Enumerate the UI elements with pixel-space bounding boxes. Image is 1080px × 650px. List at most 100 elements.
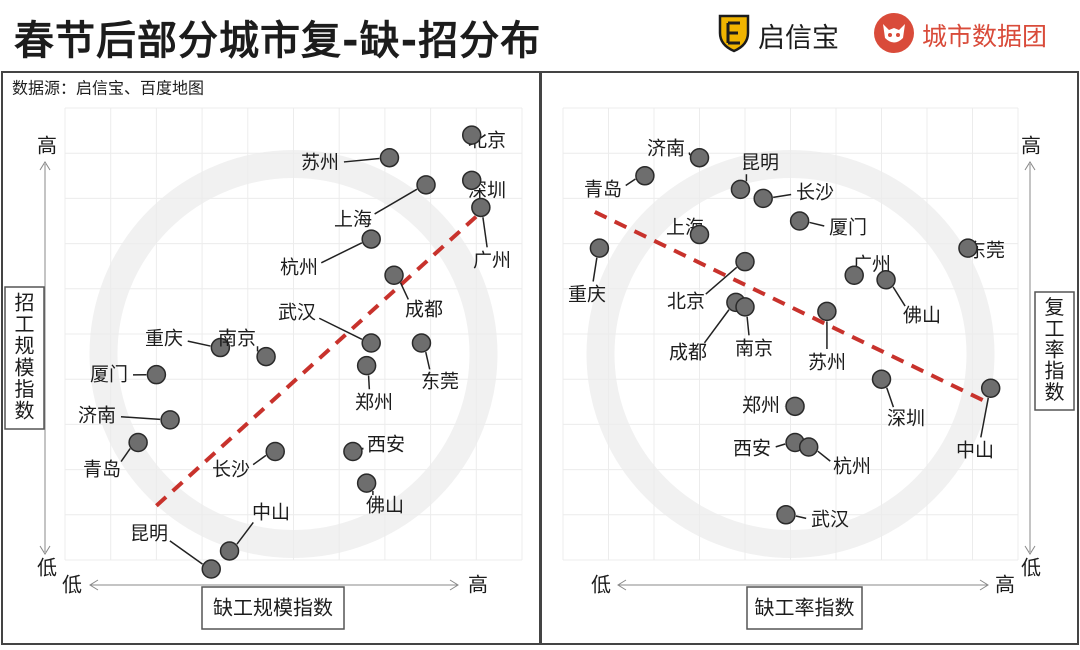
point-label: 青岛 [584, 179, 622, 201]
point-label: 长沙 [796, 182, 834, 204]
brand-chengshishujutuan-name: 城市数据团 [922, 17, 1047, 53]
data-point [385, 266, 403, 284]
leader-line [626, 179, 636, 185]
leader-line [887, 388, 894, 407]
data-point [845, 266, 863, 284]
leader-line [809, 222, 824, 226]
data-point [791, 212, 809, 230]
data-point [417, 176, 435, 194]
data-point [590, 239, 608, 257]
leader-line [170, 541, 203, 564]
y-axis-title-char: 招 [15, 290, 35, 314]
data-point [463, 171, 481, 189]
x-axis-high-label: 高 [995, 573, 1015, 597]
data-point [873, 370, 891, 388]
point-label: 成都 [669, 342, 707, 364]
y-axis-title-char: 指 [15, 377, 35, 401]
point-label: 成都 [405, 299, 443, 321]
data-point [463, 126, 481, 144]
point-label: 武汉 [278, 302, 316, 324]
y-axis-high-label: 高 [1021, 134, 1041, 158]
point-label: 昆明 [130, 523, 168, 545]
charts-svg: 高低低高招工规模指数缺工规模指数北京苏州深圳上海广州杭州成都武汉东莞郑州重庆南京… [0, 70, 1080, 646]
point-label: 东莞 [421, 371, 459, 393]
data-point [412, 334, 430, 352]
point-label: 苏州 [301, 152, 339, 174]
data-point [344, 443, 362, 461]
data-point [147, 366, 165, 384]
data-point [877, 271, 895, 289]
data-point [777, 506, 795, 524]
x-axis-low-label: 低 [591, 573, 611, 597]
data-point [362, 334, 380, 352]
page-title: 春节后部分城市复-缺-招分布 [14, 8, 541, 66]
data-point [358, 474, 376, 492]
leader-line [773, 194, 791, 197]
leader-line [188, 341, 211, 346]
point-label: 佛山 [366, 495, 404, 517]
data-source-note: 数据源：启信宝、百度地图 [12, 79, 204, 98]
leader-line [369, 375, 370, 389]
brand-qixinbao: 启信宝 [716, 14, 839, 56]
leader-line [483, 217, 487, 247]
y-axis-title-char: 模 [15, 355, 35, 379]
point-label: 苏州 [808, 352, 846, 374]
chart-area: 高低低高招工规模指数缺工规模指数北京苏州深圳上海广州杭州成都武汉东莞郑州重庆南京… [0, 70, 1080, 646]
brand-chengshishujutuan: 城市数据团 [872, 14, 1047, 56]
leader-line [796, 516, 806, 518]
data-point [691, 149, 709, 167]
data-point [161, 411, 179, 429]
point-label: 佛山 [903, 305, 941, 327]
data-point [358, 357, 376, 375]
data-point [221, 542, 239, 560]
data-point [129, 433, 147, 451]
data-point [362, 230, 380, 248]
point-label: 西安 [733, 438, 771, 460]
data-point [472, 198, 490, 216]
point-label: 青岛 [83, 459, 121, 481]
point-label: 杭州 [280, 257, 318, 279]
point-label: 中山 [252, 502, 290, 524]
x-axis-high-label: 高 [468, 573, 488, 597]
point-label: 昆明 [741, 152, 779, 174]
data-point [786, 397, 804, 415]
point-label: 郑州 [355, 392, 393, 414]
point-label: 重庆 [568, 284, 606, 306]
x-axis-low-label: 低 [62, 573, 82, 597]
leader-line [893, 287, 905, 306]
y-axis-title-char: 工 [15, 312, 35, 336]
leader-line [253, 455, 266, 464]
y-axis-low-label: 低 [37, 556, 57, 580]
point-label: 中山 [956, 440, 994, 462]
y-axis-high-label: 高 [37, 134, 57, 158]
data-point [818, 302, 836, 320]
data-point [266, 443, 284, 461]
point-label: 长沙 [212, 459, 250, 481]
point-label: 厦门 [90, 364, 128, 386]
point-label: 武汉 [811, 509, 849, 531]
x-axis-title: 缺工率指数 [755, 596, 855, 620]
fox-logo-icon [872, 11, 916, 59]
leader-line [747, 317, 749, 336]
point-label: 郑州 [742, 395, 780, 417]
data-point [736, 298, 754, 316]
data-point [959, 239, 977, 257]
leader-line [776, 444, 785, 447]
data-point [736, 253, 754, 271]
leader-line [401, 283, 409, 300]
data-point [380, 149, 398, 167]
point-label: 广州 [473, 250, 511, 272]
data-point [202, 560, 220, 578]
point-label: 北京 [667, 291, 705, 313]
leader-line [426, 352, 430, 369]
leader-line [593, 258, 597, 282]
leader-line [689, 153, 690, 156]
shield-logo-icon [716, 13, 752, 57]
data-point [636, 167, 654, 185]
point-label: 上海 [334, 209, 372, 231]
y-axis-title-char: 数 [1045, 380, 1065, 404]
leader-line [321, 243, 362, 263]
leader-line [818, 451, 830, 461]
data-point [754, 189, 772, 207]
data-point [257, 348, 275, 366]
